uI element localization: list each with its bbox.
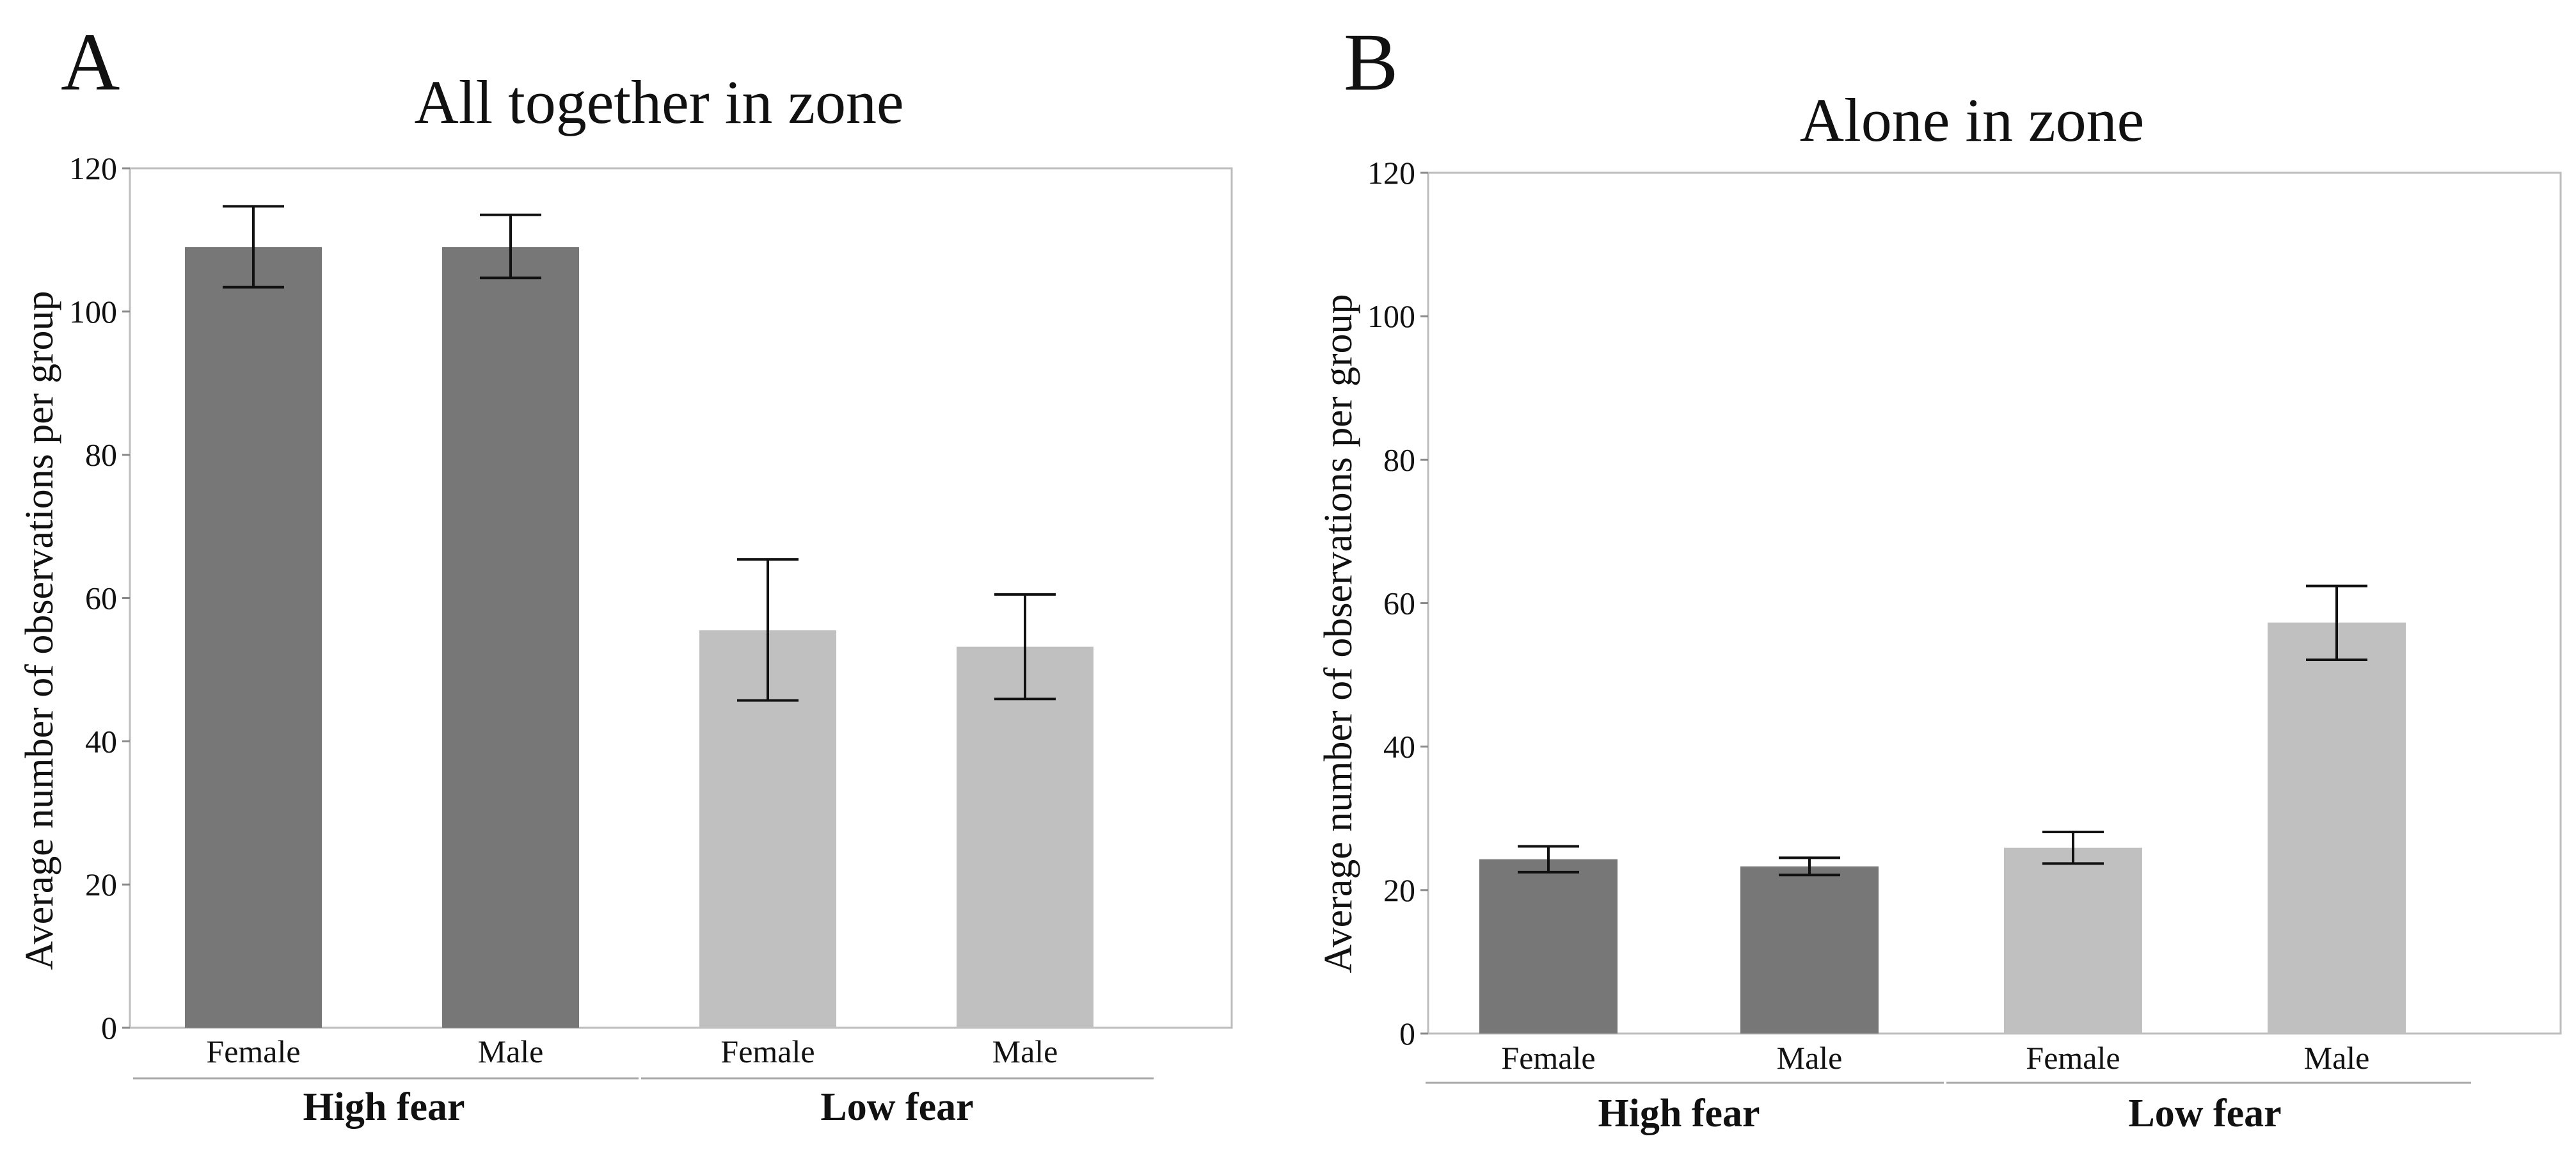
panel-b-letter: B bbox=[1344, 17, 1398, 108]
panel-b-cat-label-1: Female bbox=[1501, 1040, 1595, 1076]
panel-b-category-labels: Female Male Female Male bbox=[1501, 1040, 2369, 1076]
panel-b-y-tick-label-100: 100 bbox=[1367, 298, 1415, 334]
panel-b-y-tick-label-20: 20 bbox=[1383, 872, 1415, 908]
panel-a-bar-1 bbox=[185, 247, 322, 1028]
panel-a-error-bar-1 bbox=[223, 205, 284, 289]
panel-b-bar-4 bbox=[2268, 622, 2406, 1034]
panel-a-y-tick-label-0: 0 bbox=[101, 1010, 117, 1046]
panel-b-error-bar-2 bbox=[1779, 856, 1840, 877]
panel-a-bars bbox=[185, 247, 1093, 1028]
panel-a-error-bar-3 bbox=[737, 558, 799, 702]
panel-a-y-tick-label-100: 100 bbox=[69, 294, 117, 330]
panel-a-y-tick-label-60: 60 bbox=[85, 580, 117, 616]
panel-a-group-label-high-fear: High fear bbox=[303, 1085, 465, 1129]
panel-a-error-bars bbox=[223, 205, 1056, 702]
panel-a-y-tick-label-80: 80 bbox=[85, 437, 117, 473]
panel-a-group-label-low-fear: Low fear bbox=[820, 1085, 973, 1129]
panel-b-error-bar-1 bbox=[1518, 845, 1579, 874]
panel-b-error-bar-4 bbox=[2306, 584, 2367, 662]
panel-b-y-tick-label-80: 80 bbox=[1383, 442, 1415, 477]
panel-b-cat-label-4: Male bbox=[2304, 1040, 2370, 1076]
panel-a: A All together in zone Average number of… bbox=[18, 17, 1233, 1129]
panel-b-error-bars bbox=[1518, 584, 2367, 877]
panel-a-cat-label-1: Female bbox=[206, 1034, 300, 1069]
panel-a-cat-label-2: Male bbox=[478, 1034, 544, 1069]
panel-b-group-label-high-fear: High fear bbox=[1598, 1092, 1760, 1135]
panel-a-category-labels: Female Male Female Male bbox=[206, 1034, 1058, 1069]
panel-a-title: All together in zone bbox=[414, 68, 903, 136]
panel-a-letter: A bbox=[61, 17, 120, 108]
panel-a-error-bar-4 bbox=[994, 593, 1056, 701]
panel-b-title: Alone in zone bbox=[1800, 86, 2145, 154]
panel-a-y-tick-label-40: 40 bbox=[85, 723, 117, 759]
panel-a-y-tick-label-120: 120 bbox=[69, 150, 117, 186]
panel-b-y-tick-label-0: 0 bbox=[1399, 1016, 1415, 1051]
panel-a-y-tick-label-20: 20 bbox=[85, 866, 117, 902]
panel-b-bars bbox=[1479, 622, 2406, 1034]
panel-a-cat-label-4: Male bbox=[992, 1034, 1058, 1069]
panel-b: B Alone in zone Average number of observ… bbox=[1317, 17, 2562, 1135]
panel-b-y-ticks: 0 20 40 60 80 100 120 bbox=[1367, 155, 1428, 1051]
panel-b-y-tick-label-40: 40 bbox=[1383, 729, 1415, 765]
panel-a-error-bar-2 bbox=[480, 213, 541, 280]
panel-a-y-ticks: 0 20 40 60 80 100 120 bbox=[69, 150, 130, 1046]
panel-b-bar-2 bbox=[1740, 866, 1879, 1034]
panel-a-bar-4 bbox=[957, 646, 1093, 1028]
panel-b-cat-label-3: Female bbox=[2026, 1040, 2120, 1076]
panel-a-cat-label-3: Female bbox=[720, 1034, 815, 1069]
panel-b-cat-label-2: Male bbox=[1777, 1040, 1843, 1076]
panel-b-y-axis-label: Average number of observations per group bbox=[1317, 294, 1360, 973]
panel-b-y-tick-label-60: 60 bbox=[1383, 586, 1415, 621]
panel-a-y-axis-label: Average number of observations per group bbox=[18, 291, 61, 970]
panel-b-error-bar-3 bbox=[2042, 831, 2104, 865]
panel-b-group-label-low-fear: Low fear bbox=[2128, 1092, 2281, 1135]
panel-b-y-tick-label-120: 120 bbox=[1367, 155, 1415, 191]
panel-b-bar-1 bbox=[1479, 859, 1618, 1034]
panel-b-bar-3 bbox=[2004, 847, 2142, 1034]
panel-a-bar-2 bbox=[442, 247, 579, 1028]
